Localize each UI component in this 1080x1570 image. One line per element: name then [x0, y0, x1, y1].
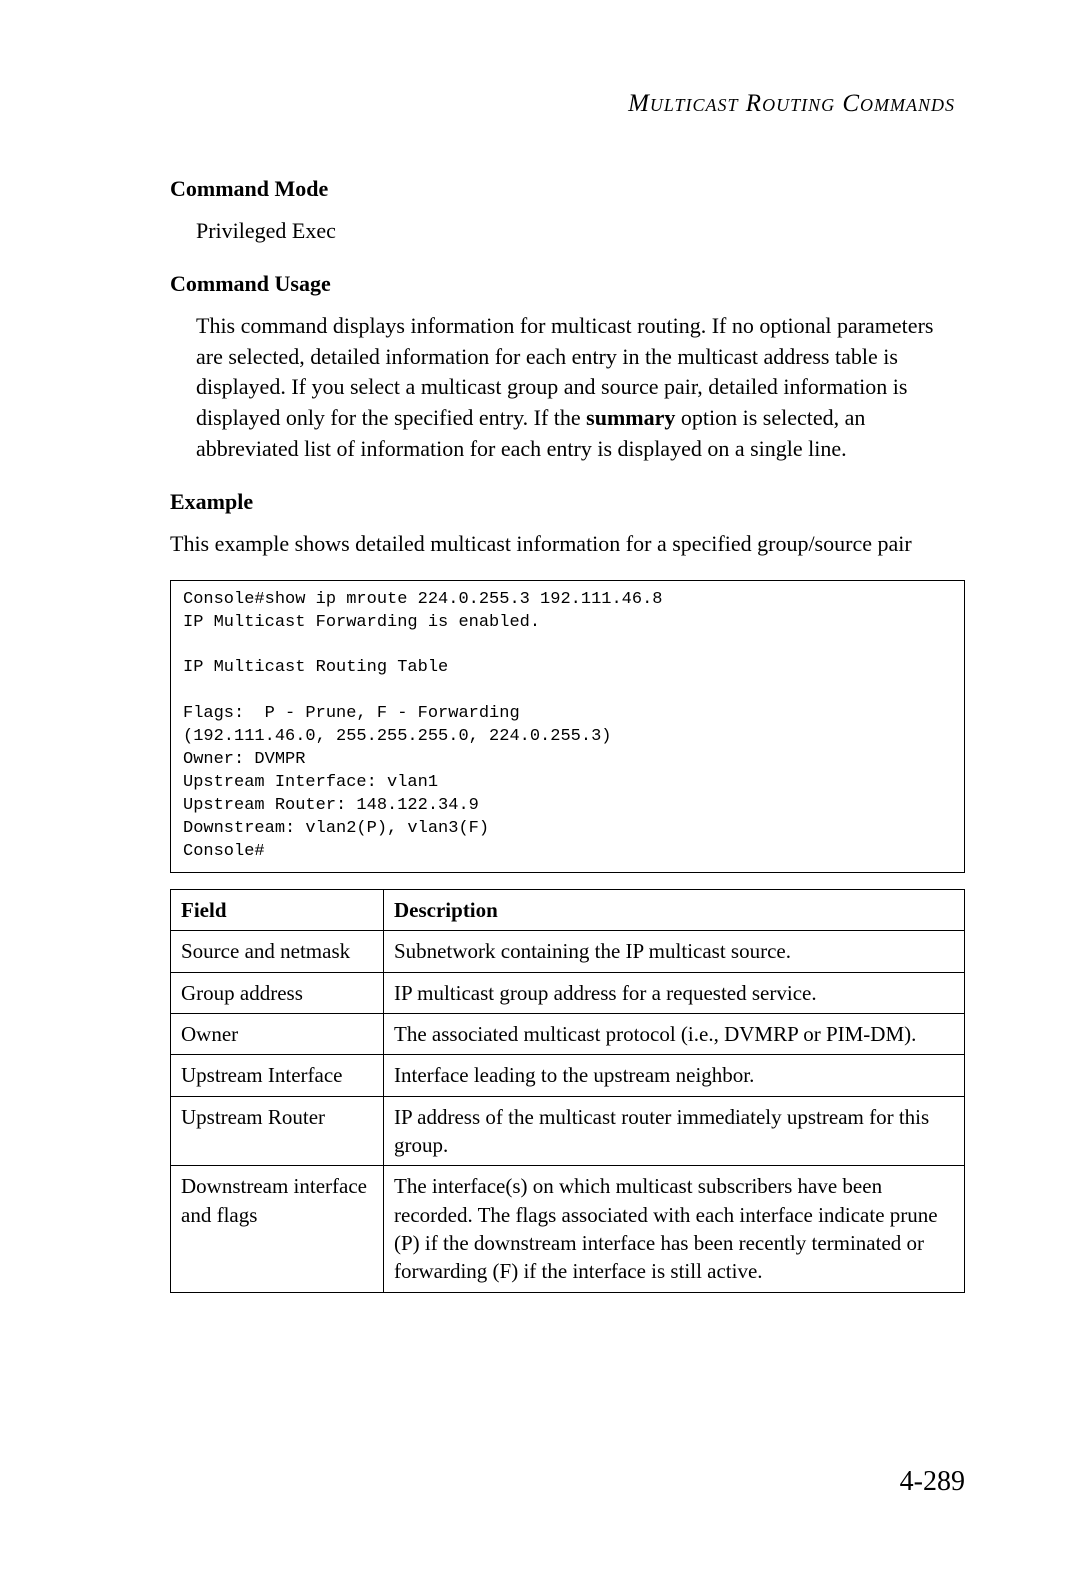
command-mode-text: Privileged Exec [196, 216, 965, 247]
header-description: Description [384, 889, 965, 930]
command-usage-title: Command Usage [170, 271, 965, 297]
field-desc: IP multicast group address for a request… [384, 972, 965, 1013]
field-desc: IP address of the multicast router immed… [384, 1096, 965, 1166]
example-text: This example shows detailed multicast in… [170, 529, 965, 560]
table-row: Upstream Interface Interface leading to … [171, 1055, 965, 1096]
field-desc: The associated multicast protocol (i.e.,… [384, 1013, 965, 1054]
table-row: Downstream interface and flags The inter… [171, 1166, 965, 1292]
table-row: Source and netmask Subnetwork containing… [171, 931, 965, 972]
page-header: Multicast Routing Commands [170, 90, 965, 118]
field-desc: Subnetwork containing the IP multicast s… [384, 931, 965, 972]
console-output: Console#show ip mroute 224.0.255.3 192.1… [170, 580, 965, 873]
field-desc: The interface(s) on which multicast subs… [384, 1166, 965, 1292]
field-name: Owner [171, 1013, 384, 1054]
command-mode-title: Command Mode [170, 176, 965, 202]
field-name: Downstream interface and flags [171, 1166, 384, 1292]
table-row: Upstream Router IP address of the multic… [171, 1096, 965, 1166]
field-name: Upstream Interface [171, 1055, 384, 1096]
field-description-table: Field Description Source and netmask Sub… [170, 889, 965, 1293]
page-container: Multicast Routing Commands Command Mode … [0, 0, 1080, 1353]
field-desc: Interface leading to the upstream neighb… [384, 1055, 965, 1096]
command-usage-bold: summary [586, 405, 675, 430]
field-name: Upstream Router [171, 1096, 384, 1166]
table-header-row: Field Description [171, 889, 965, 930]
field-name: Group address [171, 972, 384, 1013]
field-name: Source and netmask [171, 931, 384, 972]
example-title: Example [170, 489, 965, 515]
command-usage-text: This command displays information for mu… [196, 311, 965, 465]
page-number: 4-289 [900, 1466, 965, 1498]
table-row: Group address IP multicast group address… [171, 972, 965, 1013]
header-field: Field [171, 889, 384, 930]
table-row: Owner The associated multicast protocol … [171, 1013, 965, 1054]
